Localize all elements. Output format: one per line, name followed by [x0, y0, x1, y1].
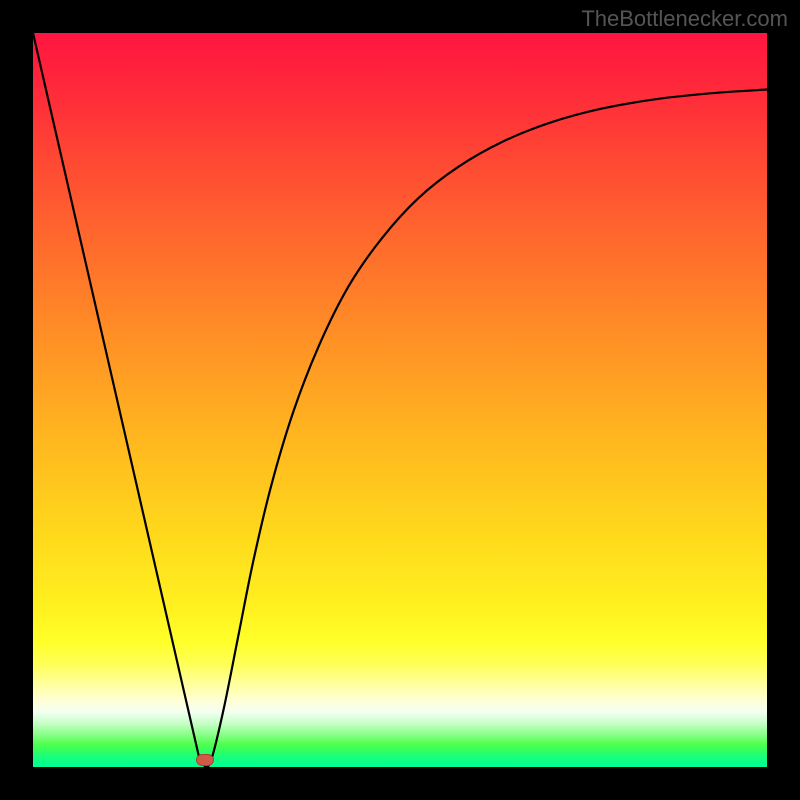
chart-frame: TheBottlenecker.com — [0, 0, 800, 800]
plot-background — [33, 33, 767, 767]
watermark-text: TheBottlenecker.com — [581, 6, 788, 32]
minimum-marker-shape — [197, 754, 214, 765]
plot-area — [33, 33, 767, 767]
plot-svg — [33, 33, 767, 767]
minimum-marker — [196, 754, 214, 766]
